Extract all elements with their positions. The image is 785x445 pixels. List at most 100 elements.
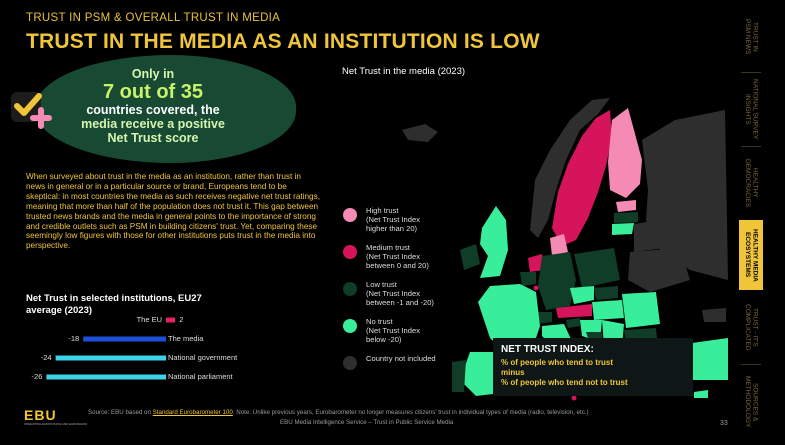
callout-line-3: countries covered, the — [86, 103, 220, 117]
map-country-belarus — [634, 220, 664, 252]
map-country-cyprus — [694, 390, 708, 398]
map-country-finland — [608, 108, 642, 198]
side-navigation: TRUST IN PSM NEWS NATIONAL SURVEY INSIGH… — [739, 0, 763, 445]
callout-line-5: Net Trust score — [107, 131, 199, 145]
legend-item-medium-trust: Medium trust (Net Trust Index between 0 … — [343, 243, 463, 270]
body-paragraph: When surveyed about trust in the media a… — [26, 172, 320, 251]
source-note: Source: EBU based on Standard Eurobarome… — [88, 409, 728, 416]
source-suffix: . Note: Unlike previous years, Eurobarom… — [232, 409, 589, 416]
map-country-ukraine — [628, 248, 690, 292]
sidenav-divider — [741, 364, 761, 365]
callout-line-1: Only in — [131, 67, 175, 81]
bar-national-parliament — [46, 374, 166, 380]
ebu-logo: EBU — [24, 407, 57, 423]
sidenav-item-trust-its-complicated[interactable]: TRUST - IT'S COMPLICATED — [739, 292, 763, 362]
sidenav-item-national-survey-insights[interactable]: NATIONAL SURVEY INSIGHTS — [739, 74, 763, 144]
map-country-lithuania — [612, 223, 634, 235]
callout-text: Only in 7 out of 35 countries covered, t… — [58, 67, 248, 145]
map-country-denmark — [550, 234, 568, 256]
map-country-slovenia — [566, 318, 580, 328]
map-country-estonia — [616, 200, 636, 212]
map-country-slovakia — [594, 286, 618, 300]
net-trust-index-line-1: % of people who tend to trust — [501, 358, 613, 367]
sidenav-label: HEALTHY DEMOCRACIES — [744, 158, 759, 208]
sidenav-item-healthy-media-ecosystems[interactable]: HEALTHY MEDIA ECOSYSTEMS — [739, 220, 763, 290]
map-country-norway — [530, 98, 610, 238]
sidenav-divider — [741, 72, 761, 73]
map-country-uk — [480, 206, 508, 278]
page-number: 33 — [720, 420, 728, 427]
callout-line-4: media receive a positive — [81, 117, 225, 131]
callout-bubble — [36, 55, 296, 163]
legend-swatch — [343, 282, 357, 296]
bar-national-government — [55, 355, 166, 361]
category-label: National parliament — [168, 372, 234, 381]
footer-credit: EBU Media Intelligence Service – Trust i… — [280, 419, 454, 426]
legend-item-no-trust: No trust (Net Trust Index below -20) — [343, 317, 463, 344]
legend-swatch — [343, 356, 357, 370]
legend-swatch — [343, 319, 357, 333]
sidenav-label: HEALTHY MEDIA ECOSYSTEMS — [744, 228, 759, 282]
map-country-belgium — [520, 272, 536, 286]
bar-the-media — [83, 336, 166, 342]
sidenav-label: NATIONAL SURVEY INSIGHTS — [744, 78, 759, 140]
sidenav-item-healthy-democracies[interactable]: HEALTHY DEMOCRACIES — [739, 148, 763, 218]
map-country-malta — [571, 395, 577, 401]
source-prefix: Source: EBU based on — [88, 409, 153, 416]
page-title: TRUST IN THE MEDIA AS AN INSTITUTION IS … — [26, 30, 540, 53]
ebu-logo-tagline: OPERATING EUROVISION AND EURORADIO — [24, 422, 88, 426]
map-title: Net Trust in the media (2023) — [342, 66, 466, 77]
map-country-poland — [574, 248, 620, 288]
check-plus-icon — [11, 92, 52, 129]
data-label: 2 — [179, 315, 183, 324]
sidenav-item-trust-in-psm-news[interactable]: TRUST IN PSM NEWS — [739, 4, 763, 70]
map-country-russia — [642, 110, 728, 280]
map-country-austria — [556, 304, 592, 318]
bar-chart-title: Net Trust in selected institutions, EU27… — [26, 293, 202, 316]
institution-trust-bar-chart: The EU 2 The media -18 National government -2… — [32, 315, 239, 381]
map-country-czechia — [570, 286, 594, 304]
data-label: -26 — [32, 372, 43, 381]
legend-label: Low trust (Net Trust Index between -1 an… — [366, 280, 434, 307]
category-label: National government — [168, 353, 238, 362]
category-label: The media — [168, 334, 204, 343]
map-country-luxembourg — [533, 285, 539, 291]
map-country-sweden — [552, 110, 612, 246]
map-country-iceland — [402, 124, 438, 142]
net-trust-index-line-3: % of people who tend not to trust — [501, 378, 628, 387]
sidenav-divider — [741, 146, 761, 147]
category-label: The EU — [137, 315, 162, 324]
map-legend: High trust (Net Trust Index higher than … — [343, 206, 463, 380]
net-trust-index-title: NET TRUST INDEX: — [501, 344, 594, 355]
legend-item-low-trust: Low trust (Net Trust Index between -1 an… — [343, 280, 463, 307]
map-country-latvia — [614, 212, 638, 223]
map-country-hungary — [592, 300, 624, 320]
sidenav-label: TRUST - IT'S COMPLICATED — [744, 303, 759, 351]
map-country-georgia — [702, 308, 726, 322]
legend-swatch — [343, 245, 357, 259]
legend-item-not-included: Country not included — [343, 354, 463, 370]
legend-label: High trust (Net Trust Index higher than … — [366, 206, 421, 233]
legend-swatch — [343, 208, 357, 222]
legend-label: No trust (Net Trust Index below -20) — [366, 317, 421, 344]
bar-the-eu — [166, 317, 176, 323]
map-country-romania — [622, 292, 660, 328]
map-country-ireland — [460, 244, 480, 270]
sidenav-label: SOURCES & METHODOLOGY — [744, 376, 759, 428]
sidenav-label: TRUST IN PSM NEWS — [744, 19, 759, 55]
map-country-portugal — [452, 360, 466, 392]
section-kicker: TRUST IN PSM & OVERALL TRUST IN MEDIA — [26, 12, 281, 24]
sidenav-item-sources-methodology[interactable]: SOURCES & METHODOLOGY — [739, 366, 763, 438]
callout-highlight: 7 out of 35 — [102, 81, 203, 103]
data-label: -24 — [41, 353, 52, 362]
map-country-netherlands — [528, 254, 544, 272]
net-trust-index-box: NET TRUST INDEX: % of people who tend to… — [493, 338, 693, 396]
legend-item-high-trust: High trust (Net Trust Index higher than … — [343, 206, 463, 233]
map-country-france — [478, 284, 540, 354]
net-trust-index-line-2: minus — [501, 368, 525, 377]
data-label: -18 — [68, 334, 79, 343]
map-country-germany — [538, 252, 576, 310]
legend-label: Country not included — [366, 354, 436, 363]
legend-label: Medium trust (Net Trust Index between 0 … — [366, 243, 429, 270]
source-link[interactable]: Standard Eurobarometer 100 — [152, 409, 233, 416]
